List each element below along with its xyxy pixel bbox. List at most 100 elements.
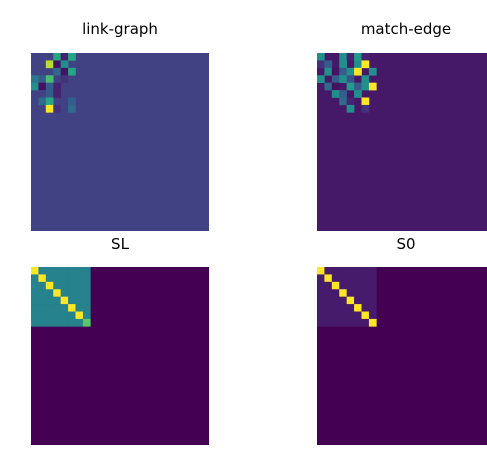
- heatmap-cell: [361, 60, 370, 69]
- heatmap-block-cell: [53, 274, 61, 283]
- heatmap-diagonal-cell: [31, 267, 39, 275]
- heatmap-block-cell: [45, 304, 54, 312]
- heatmap-block-cell: [75, 318, 84, 327]
- heatmap-background: [31, 53, 209, 231]
- heatmap-block-cell: [361, 281, 370, 290]
- heatmap-cell: [45, 97, 54, 106]
- heatmap-block-cell: [331, 311, 340, 320]
- heatmap-block-cell: [60, 281, 69, 290]
- heatmap-cell: [68, 53, 76, 61]
- heatmap-block-cell: [331, 274, 340, 283]
- heatmap-block-cell: [361, 267, 370, 275]
- heatmap-cell: [45, 75, 54, 83]
- heatmap-cell: [68, 67, 76, 76]
- heatmap-block-cell: [339, 281, 347, 290]
- heatmap-block-cell: [38, 296, 47, 305]
- heatmap-block-cell: [317, 311, 325, 320]
- heatmap-block-cell: [354, 311, 362, 320]
- heatmap-block-cell: [68, 289, 76, 297]
- heatmap-block-cell: [53, 318, 61, 327]
- heatmap-cell: [53, 60, 61, 69]
- heatmap-cell: [324, 60, 333, 69]
- heatmap-cell: [317, 75, 325, 83]
- heatmap-diagonal-cell: [317, 267, 325, 275]
- heatmap-cell: [339, 97, 347, 106]
- heatmap-block-cell: [317, 289, 325, 297]
- heatmap-cell: [361, 104, 370, 113]
- heatmap-cell: [45, 82, 54, 91]
- heatmap-cell: [38, 97, 47, 106]
- heatmap-block-cell: [354, 281, 362, 290]
- heatmap-cell: [331, 82, 340, 91]
- heatmap-block-cell: [53, 296, 61, 305]
- heatmap-cell: [368, 82, 377, 91]
- heatmap-block-cell: [68, 311, 76, 320]
- heatmap-cell: [60, 67, 69, 76]
- heatmap-block-cell: [82, 274, 91, 283]
- heatmap-cell: [31, 75, 39, 83]
- heatmap-cell: [346, 53, 355, 61]
- heatmap-diagonal-cell: [53, 289, 61, 297]
- heatmap-cell: [339, 60, 347, 69]
- heatmap-block-cell: [368, 281, 377, 290]
- heatmap-block-cell: [339, 304, 347, 312]
- heatmap-block-cell: [45, 296, 54, 305]
- heatmap-block-cell: [60, 267, 69, 275]
- heatmap-diagonal-cell: [331, 281, 340, 290]
- heatmap-cell: [317, 60, 325, 69]
- heatmap-block-cell: [324, 267, 333, 275]
- heatmap-block-cell: [60, 311, 69, 320]
- heatmap-cell: [339, 90, 347, 98]
- heatmap-block-cell: [82, 304, 91, 312]
- heatmap-cell: [361, 97, 370, 106]
- heatmap-cell: [354, 82, 362, 91]
- heatmap-cell: [346, 75, 355, 83]
- heatmap-block-cell: [82, 281, 91, 290]
- heatmap-block-cell: [346, 311, 355, 320]
- heatmap-block-cell: [60, 289, 69, 297]
- heatmap-block-cell: [361, 274, 370, 283]
- heatmap-cell: [53, 53, 61, 61]
- heatmap-block-cell: [324, 318, 333, 327]
- heatmap-cell: [354, 67, 362, 76]
- heatmap-s0: [317, 267, 487, 445]
- heatmap-link-graph: [31, 53, 209, 231]
- heatmap-cell: [45, 60, 54, 69]
- chart-title-match-edge: match-edge: [360, 20, 452, 38]
- heatmap-block-cell: [368, 304, 377, 312]
- heatmap-block-cell: [354, 296, 362, 305]
- heatmap-diagonal-cell: [75, 311, 84, 320]
- heatmap-block-cell: [68, 281, 76, 290]
- heatmap-cell: [53, 90, 61, 98]
- heatmap-diagonal-cell: [368, 318, 377, 327]
- chart-title-sl: SL: [111, 235, 129, 253]
- heatmap-cell: [361, 82, 370, 91]
- heatmap-diagonal-cell: [82, 318, 91, 327]
- heatmap-block-cell: [324, 311, 333, 320]
- heatmap-cell: [60, 60, 69, 69]
- heatmap-cell: [45, 90, 54, 98]
- heatmap-block-cell: [53, 304, 61, 312]
- heatmap-block-cell: [53, 311, 61, 320]
- heatmap-cell: [339, 67, 347, 76]
- heatmap-block-cell: [324, 296, 333, 305]
- heatmap-block-cell: [339, 311, 347, 320]
- heatmap-cell: [38, 75, 47, 83]
- heatmap-block-cell: [38, 304, 47, 312]
- heatmap-block-cell: [317, 281, 325, 290]
- heatmap-cell: [38, 90, 47, 98]
- heatmap-block-cell: [346, 274, 355, 283]
- heatmap-cell: [53, 67, 61, 76]
- heatmap-cell: [31, 82, 39, 91]
- heatmap-block-cell: [346, 289, 355, 297]
- heatmap-block-cell: [368, 267, 377, 275]
- heatmap-block-cell: [75, 296, 84, 305]
- heatmap-cell: [331, 90, 340, 98]
- heatmap-cell: [339, 53, 347, 61]
- heatmap-block-cell: [75, 267, 84, 275]
- heatmap-cell: [354, 53, 362, 61]
- heatmap-block-cell: [331, 318, 340, 327]
- heatmap-block-cell: [368, 289, 377, 297]
- heatmap-block-cell: [324, 304, 333, 312]
- heatmap-block-cell: [60, 274, 69, 283]
